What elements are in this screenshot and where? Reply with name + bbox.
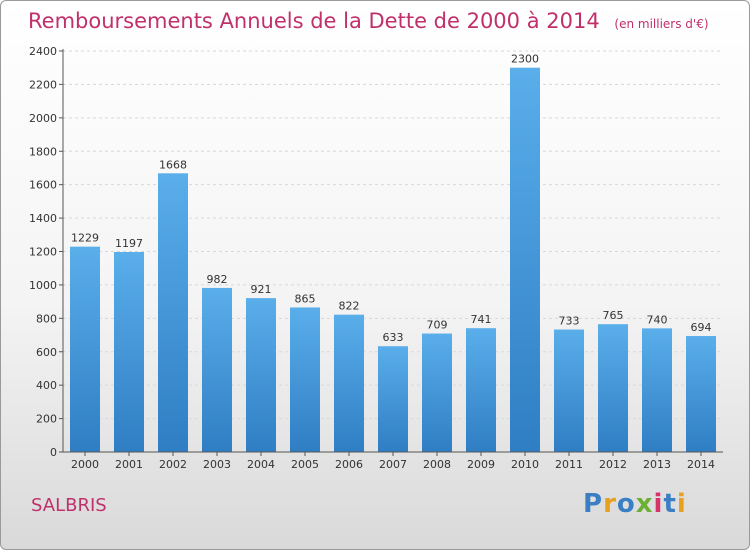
y-tick-label: 1800	[29, 145, 57, 158]
logo-letter: P	[583, 489, 604, 519]
data-label: 633	[383, 331, 404, 344]
x-tick-label: 2010	[511, 458, 539, 471]
data-label: 1668	[159, 158, 187, 171]
x-tick-label: 2003	[203, 458, 231, 471]
data-label: 694	[691, 321, 712, 334]
y-tick-label: 1000	[29, 279, 57, 292]
x-tick-label: 2000	[71, 458, 99, 471]
bar	[598, 324, 628, 452]
data-label: 2300	[511, 53, 539, 66]
axes: 0 200 400 600 800 1000 1200 1400 1600 1800 2000 220…	[29, 45, 723, 471]
bar	[422, 333, 452, 452]
y-tick-label: 200	[36, 413, 57, 426]
unit-note: (en milliers d'€)	[614, 17, 709, 31]
bar	[114, 252, 144, 452]
bar	[686, 336, 716, 452]
data-label: 921	[251, 283, 272, 296]
logo-letter: i	[653, 489, 664, 519]
data-label: 822	[339, 300, 360, 313]
x-tick-label: 2013	[643, 458, 671, 471]
data-label: 1197	[115, 237, 143, 250]
y-tick-label: 600	[36, 346, 57, 359]
logo-letter: r	[603, 489, 617, 519]
bar	[510, 67, 540, 452]
x-tick-label: 2007	[379, 458, 407, 471]
chart-title-text: Remboursements Annuels de la Dette de 20…	[28, 9, 600, 33]
bar	[290, 307, 320, 452]
y-tick-label: 2400	[29, 45, 57, 58]
bar	[70, 246, 100, 452]
y-tick-label: 400	[36, 379, 57, 392]
chart-title: Remboursements Annuels de la Dette de 20…	[28, 9, 709, 33]
data-label: 982	[207, 273, 228, 286]
x-tick-label: 2004	[247, 458, 275, 471]
bars: 1229 1197 1668 982 921 865 822 633 709 741 2300 733…	[70, 53, 716, 452]
y-tick-label: 1200	[29, 246, 57, 259]
bar	[554, 329, 584, 452]
proxiti-logo: Proxiti	[583, 489, 687, 519]
x-tick-label: 2012	[599, 458, 627, 471]
logo-letter: i	[676, 489, 687, 519]
y-tick-label: 1600	[29, 179, 57, 192]
y-tick-label: 0	[50, 446, 57, 459]
x-tick-label: 2001	[115, 458, 143, 471]
x-tick-label: 2006	[335, 458, 363, 471]
x-tick-label: 2011	[555, 458, 583, 471]
bar	[334, 314, 364, 452]
data-label: 1229	[71, 232, 99, 245]
y-tick-label: 800	[36, 312, 57, 325]
logo-letter: x	[635, 489, 654, 519]
x-tick-label: 2009	[467, 458, 495, 471]
x-tick-label: 2008	[423, 458, 451, 471]
data-label: 741	[471, 313, 492, 326]
bar	[246, 298, 276, 452]
data-label: 765	[603, 309, 624, 322]
bar	[642, 328, 672, 452]
bar	[202, 287, 232, 452]
x-tick-label: 2005	[291, 458, 319, 471]
bar	[158, 173, 188, 452]
data-label: 865	[295, 292, 316, 305]
x-tick-label: 2014	[687, 458, 715, 471]
logo-letter: t	[663, 489, 677, 519]
y-tick-label: 1400	[29, 212, 57, 225]
data-label: 733	[559, 315, 580, 328]
data-label: 740	[647, 313, 668, 326]
data-label: 709	[427, 319, 448, 332]
y-tick-label: 2000	[29, 112, 57, 125]
y-tick-label: 2200	[29, 78, 57, 91]
bar	[466, 328, 496, 452]
x-tick-label: 2002	[159, 458, 187, 471]
logo-letter: o	[616, 489, 636, 519]
city-name: SALBRIS	[31, 495, 107, 516]
bar	[378, 346, 408, 452]
